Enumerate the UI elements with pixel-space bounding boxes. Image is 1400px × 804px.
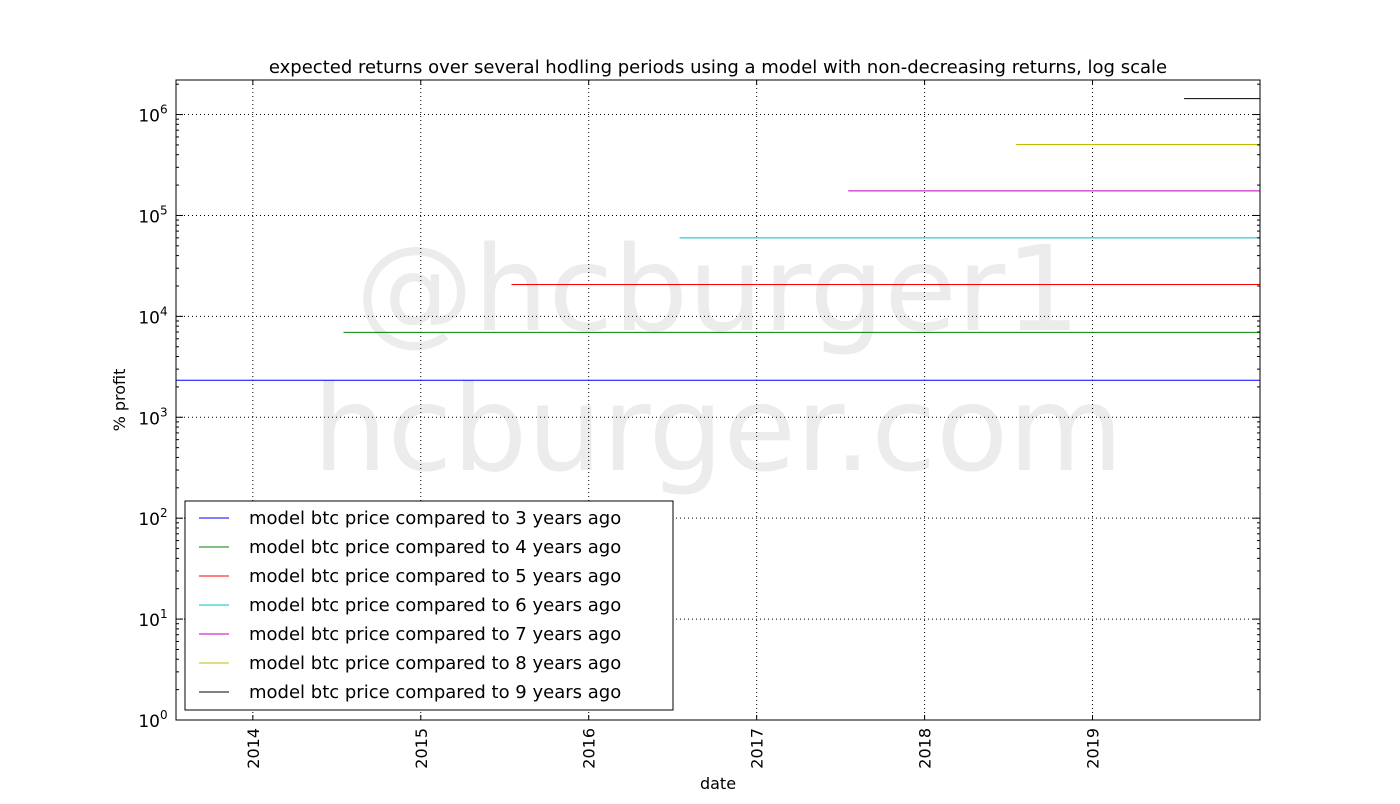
legend-label: model btc price compared to 8 years ago [249, 653, 621, 674]
y-tick-exponent: 5 [160, 203, 168, 217]
x-tick-label: 2016 [580, 728, 599, 769]
legend-label: model btc price compared to 5 years ago [249, 566, 621, 587]
legend-label: model btc price compared to 7 years ago [249, 624, 621, 645]
y-tick-label: 106 [138, 103, 167, 127]
watermark-line2: hcburger.com [313, 360, 1124, 498]
y-tick-label: 103 [138, 405, 167, 429]
chart-title: expected returns over several hodling pe… [269, 57, 1167, 78]
y-tick-label: 102 [138, 506, 167, 530]
y-tick-base: 10 [138, 712, 160, 732]
x-tick-label: 2014 [244, 728, 263, 769]
legend-label: model btc price compared to 6 years ago [249, 595, 621, 616]
x-tick-label: 2017 [748, 728, 767, 769]
x-tick-label: 2018 [916, 728, 935, 769]
legend-box [184, 500, 674, 711]
y-tick-label: 101 [138, 607, 167, 631]
watermark-line1: @hcburger1 [356, 220, 1081, 358]
y-tick-label: 104 [138, 304, 167, 328]
legend-label: model btc price compared to 9 years ago [249, 682, 621, 703]
x-tick-label: 2019 [1084, 728, 1103, 769]
y-tick-exponent: 3 [160, 405, 168, 419]
y-tick-label: 100 [138, 708, 167, 732]
ticks: 2014 2015 2016 2017 2018 20191001011021031041… [138, 80, 1260, 769]
y-tick-exponent: 1 [160, 607, 168, 621]
series-lines [176, 98, 1260, 381]
y-tick-exponent: 2 [160, 506, 168, 520]
y-tick-base: 10 [138, 510, 160, 530]
y-tick-base: 10 [138, 107, 160, 127]
legend-label: model btc price compared to 4 years ago [249, 537, 621, 558]
y-tick-exponent: 0 [160, 708, 168, 722]
x-tick-label: 2015 [412, 728, 431, 769]
y-tick-base: 10 [138, 409, 160, 429]
y-tick-exponent: 6 [160, 103, 168, 117]
y-tick-base: 10 [138, 308, 160, 328]
legend: model btc price compared to 3 years ago m… [184, 500, 674, 711]
x-axis-label: date [700, 774, 736, 793]
legend-label: model btc price compared to 3 years ago [249, 508, 621, 529]
y-tick-base: 10 [138, 207, 160, 227]
y-axis-label: % profit [110, 369, 129, 432]
plot-frame [175, 79, 1261, 721]
y-tick-base: 10 [138, 611, 160, 631]
y-tick-exponent: 4 [160, 304, 168, 318]
watermark: @hcburger1 hcburger.com [313, 220, 1124, 498]
y-tick-label: 105 [138, 203, 167, 227]
